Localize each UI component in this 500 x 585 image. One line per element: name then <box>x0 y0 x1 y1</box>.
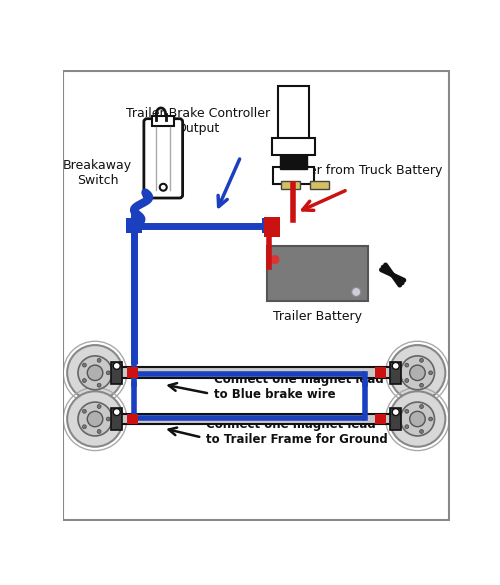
Circle shape <box>392 408 399 415</box>
Bar <box>278 85 309 139</box>
Circle shape <box>410 411 425 426</box>
Circle shape <box>400 402 434 436</box>
Bar <box>264 216 280 236</box>
Circle shape <box>420 405 424 408</box>
Circle shape <box>78 402 112 436</box>
Circle shape <box>67 391 123 447</box>
Bar <box>126 218 142 233</box>
Bar <box>281 181 300 189</box>
Bar <box>390 362 401 384</box>
Circle shape <box>82 378 86 383</box>
Bar <box>152 116 174 126</box>
Circle shape <box>88 365 103 380</box>
Circle shape <box>82 425 86 429</box>
Circle shape <box>114 363 120 369</box>
Bar <box>267 246 368 301</box>
Circle shape <box>390 391 446 447</box>
Circle shape <box>88 411 103 426</box>
Text: Breakaway
Switch: Breakaway Switch <box>63 159 132 187</box>
Bar <box>280 155 307 168</box>
Circle shape <box>420 383 424 387</box>
Text: Trailer Brake Controller
Output: Trailer Brake Controller Output <box>126 107 270 135</box>
Bar <box>262 218 278 233</box>
Circle shape <box>428 371 432 375</box>
Circle shape <box>428 417 432 421</box>
Circle shape <box>82 410 86 413</box>
Circle shape <box>271 256 278 263</box>
Bar <box>127 367 138 378</box>
Circle shape <box>78 356 112 390</box>
FancyBboxPatch shape <box>144 119 182 198</box>
Circle shape <box>352 287 361 297</box>
Bar <box>127 414 138 424</box>
Bar <box>274 167 314 184</box>
Circle shape <box>97 359 101 362</box>
Circle shape <box>390 345 446 401</box>
Circle shape <box>97 429 101 433</box>
Circle shape <box>400 356 434 390</box>
Circle shape <box>106 371 110 375</box>
Circle shape <box>392 363 399 369</box>
Bar <box>375 414 386 424</box>
Bar <box>112 367 401 378</box>
Circle shape <box>420 359 424 362</box>
Circle shape <box>82 363 86 367</box>
Circle shape <box>97 383 101 387</box>
Circle shape <box>405 410 408 413</box>
Text: Trailer Battery: Trailer Battery <box>273 311 362 324</box>
Circle shape <box>97 405 101 408</box>
Circle shape <box>67 345 123 401</box>
Bar <box>272 138 315 155</box>
Circle shape <box>410 365 425 380</box>
Circle shape <box>405 363 408 367</box>
Bar <box>310 181 329 189</box>
Circle shape <box>106 417 110 421</box>
Bar <box>390 408 401 430</box>
Bar <box>375 367 386 378</box>
Circle shape <box>420 429 424 433</box>
Circle shape <box>160 184 166 191</box>
Circle shape <box>405 378 408 383</box>
Circle shape <box>405 425 408 429</box>
Bar <box>112 414 401 424</box>
Bar <box>112 362 122 384</box>
Text: Connect one magnet lead
to Trailer Frame for Ground: Connect one magnet lead to Trailer Frame… <box>206 418 388 446</box>
Text: Connect one magnet lead
to Blue brake wire: Connect one magnet lead to Blue brake wi… <box>214 373 384 401</box>
Circle shape <box>114 408 120 415</box>
Bar <box>112 408 122 430</box>
Text: Power from Truck Battery: Power from Truck Battery <box>284 164 442 177</box>
